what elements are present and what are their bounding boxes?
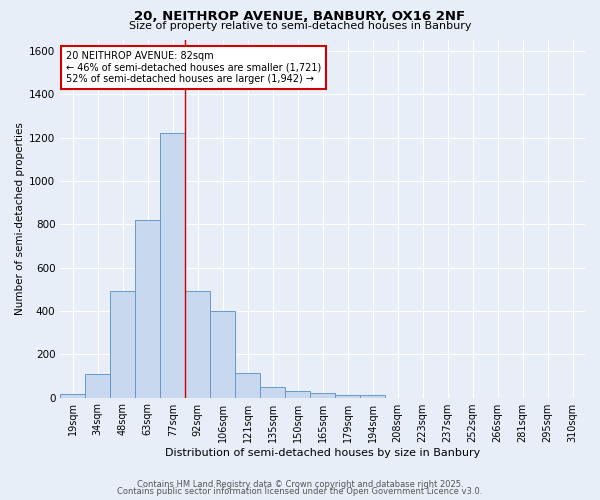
Text: 20, NEITHROP AVENUE, BANBURY, OX16 2NF: 20, NEITHROP AVENUE, BANBURY, OX16 2NF <box>134 10 466 23</box>
Text: Contains HM Land Registry data © Crown copyright and database right 2025.: Contains HM Land Registry data © Crown c… <box>137 480 463 489</box>
Bar <box>310 393 335 398</box>
X-axis label: Distribution of semi-detached houses by size in Banbury: Distribution of semi-detached houses by … <box>165 448 480 458</box>
Bar <box>235 372 260 398</box>
Bar <box>135 220 160 398</box>
Bar <box>85 374 110 398</box>
Bar <box>60 394 85 398</box>
Text: Contains public sector information licensed under the Open Government Licence v3: Contains public sector information licen… <box>118 488 482 496</box>
Bar <box>160 133 185 398</box>
Bar <box>210 311 235 398</box>
Y-axis label: Number of semi-detached properties: Number of semi-detached properties <box>15 122 25 315</box>
Text: Size of property relative to semi-detached houses in Banbury: Size of property relative to semi-detach… <box>129 21 471 31</box>
Bar <box>360 396 385 398</box>
Bar <box>110 292 135 398</box>
Text: 20 NEITHROP AVENUE: 82sqm
← 46% of semi-detached houses are smaller (1,721)
52% : 20 NEITHROP AVENUE: 82sqm ← 46% of semi-… <box>65 50 321 84</box>
Bar <box>260 386 285 398</box>
Bar <box>185 292 210 398</box>
Bar <box>335 395 360 398</box>
Bar <box>285 391 310 398</box>
